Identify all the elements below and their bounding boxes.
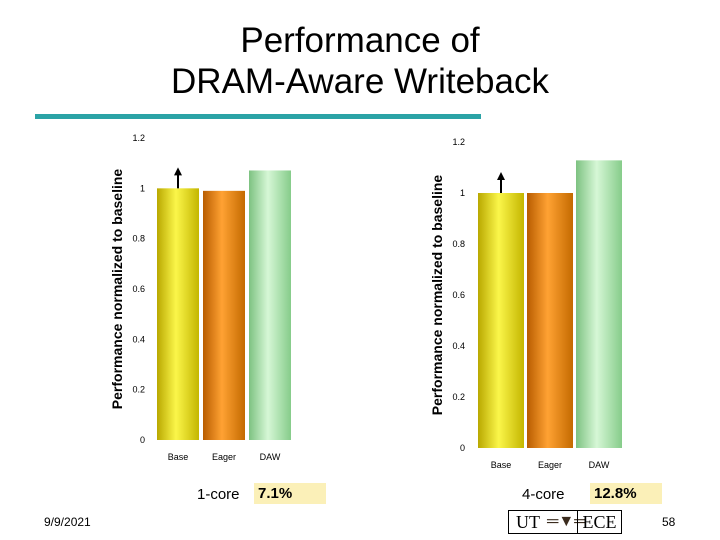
- arrow-up-icon: [497, 172, 505, 180]
- improvement-4-core: 12.8%: [590, 483, 662, 504]
- y-tick-label: 1: [140, 183, 145, 193]
- longhorn-icon: ═▼═: [547, 513, 586, 530]
- x-category-label: Eager: [212, 452, 236, 462]
- y-tick-label: 1.2: [132, 133, 145, 143]
- y-tick-label: 0.2: [452, 392, 465, 402]
- y-axis-title: Performance normalized to baseline: [109, 169, 125, 410]
- y-tick-label: 0.8: [132, 234, 145, 244]
- bar-daw: [249, 170, 291, 440]
- slide-date: 9/9/2021: [44, 515, 91, 529]
- bar-daw: [576, 160, 622, 449]
- x-category-label: DAW: [589, 460, 610, 470]
- x-category-label: Base: [491, 460, 512, 470]
- arrow-up-icon: [174, 167, 182, 176]
- y-tick-label: 0.6: [452, 290, 465, 300]
- slide-title-line-1: Performance of: [240, 21, 480, 60]
- y-tick-label: 0.4: [132, 334, 145, 344]
- x-category-label: Base: [168, 452, 189, 462]
- ut-ece-logo: UT ═▼═ ECE: [508, 510, 622, 534]
- bar-base: [157, 188, 199, 440]
- improvement-1-core: 7.1%: [254, 483, 326, 504]
- chart-4-core: Performance normalized to baseline 0 0.2 0.…: [429, 137, 622, 470]
- slide-title: Performance of DRAM-Aware Writeback: [100, 20, 620, 102]
- page-number: 58: [662, 515, 676, 529]
- x-category-label: Eager: [538, 460, 562, 470]
- y-tick-label: 0.4: [452, 341, 465, 351]
- y-tick-label: 1: [460, 188, 465, 198]
- bar-eager: [527, 193, 573, 448]
- y-tick-label: 0.6: [132, 284, 145, 294]
- y-tick-label: 1.2: [452, 137, 465, 147]
- slide-title-line-2: DRAM-Aware Writeback: [171, 62, 549, 101]
- chart-1-core: Performance normalized to baseline 0 0.2 0.…: [109, 133, 291, 462]
- y-axis-title: Performance normalized to baseline: [429, 175, 445, 416]
- bar-base: [478, 193, 524, 448]
- title-underline: [35, 114, 481, 119]
- caption-4-core: 4-core: [522, 486, 565, 503]
- bar-eager: [203, 190, 245, 440]
- y-tick-label: 0: [140, 435, 145, 445]
- y-tick-label: 0: [460, 443, 465, 453]
- logo-ece-text: ECE: [577, 511, 621, 533]
- logo-ut-text: UT: [516, 511, 540, 532]
- y-tick-label: 0.2: [132, 385, 145, 395]
- y-tick-label: 0.8: [452, 239, 465, 249]
- caption-1-core: 1-core: [197, 486, 240, 503]
- x-category-label: DAW: [260, 452, 281, 462]
